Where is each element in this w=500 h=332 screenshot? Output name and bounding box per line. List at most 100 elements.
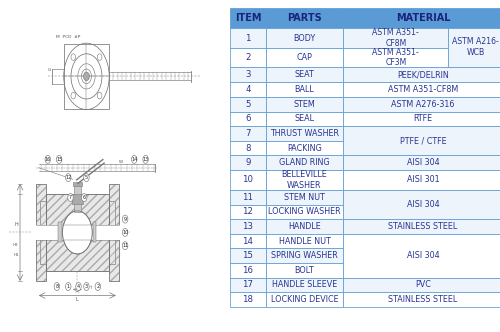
Text: 13: 13 xyxy=(242,222,254,231)
Bar xyxy=(266,28,344,48)
Bar xyxy=(266,126,344,141)
Circle shape xyxy=(95,283,100,290)
Text: 3: 3 xyxy=(245,70,250,79)
Text: HANDLE SLEEVE: HANDLE SLEEVE xyxy=(272,280,337,290)
Bar xyxy=(109,184,119,281)
Text: SEAT: SEAT xyxy=(294,70,314,79)
Circle shape xyxy=(84,72,89,81)
Bar xyxy=(266,155,344,170)
Bar xyxy=(266,234,344,248)
Bar xyxy=(344,234,500,278)
Circle shape xyxy=(122,228,128,236)
Bar xyxy=(109,201,115,264)
Text: 17: 17 xyxy=(242,280,254,290)
Bar xyxy=(72,194,83,204)
Bar xyxy=(74,183,80,212)
Circle shape xyxy=(98,54,102,60)
Bar xyxy=(344,155,500,170)
Bar xyxy=(230,112,266,126)
Text: 15: 15 xyxy=(242,251,254,260)
Bar xyxy=(230,205,266,219)
Text: HANDLE: HANDLE xyxy=(288,222,321,231)
Text: W: W xyxy=(118,160,122,164)
Bar xyxy=(230,48,266,67)
Text: ITEM: ITEM xyxy=(234,13,261,23)
Bar xyxy=(344,190,500,219)
Text: STEM: STEM xyxy=(294,100,316,109)
Text: 1: 1 xyxy=(245,34,250,42)
Bar xyxy=(266,97,344,112)
Bar xyxy=(92,222,96,242)
Circle shape xyxy=(62,211,92,254)
Text: PVC: PVC xyxy=(415,280,431,290)
Bar xyxy=(344,82,500,97)
Bar xyxy=(344,126,500,155)
Text: PTFE / CTFE: PTFE / CTFE xyxy=(400,136,446,145)
Circle shape xyxy=(84,174,89,182)
Bar xyxy=(64,44,108,109)
Text: 16: 16 xyxy=(44,157,51,162)
Bar xyxy=(344,278,500,292)
Text: H2: H2 xyxy=(13,243,18,247)
Bar xyxy=(230,8,266,28)
Bar xyxy=(73,182,82,186)
Text: STEM NUT: STEM NUT xyxy=(284,193,325,202)
Text: 14: 14 xyxy=(242,236,254,246)
Bar xyxy=(230,126,266,141)
Circle shape xyxy=(71,54,76,60)
Circle shape xyxy=(71,92,76,99)
Text: M  PCD  #P: M PCD #P xyxy=(56,35,80,39)
Text: G: G xyxy=(48,68,51,72)
Text: 1: 1 xyxy=(66,284,70,289)
Circle shape xyxy=(132,155,137,163)
Text: SEAL: SEAL xyxy=(294,114,314,124)
Text: AISI 301: AISI 301 xyxy=(406,175,440,185)
Text: AISI 304: AISI 304 xyxy=(406,158,440,167)
Text: AISI 304: AISI 304 xyxy=(406,200,440,209)
Text: BOLT: BOLT xyxy=(294,266,314,275)
Circle shape xyxy=(143,155,148,163)
Bar xyxy=(344,67,500,82)
Bar xyxy=(266,263,344,278)
Text: HANDLE NUT: HANDLE NUT xyxy=(278,236,330,246)
Bar xyxy=(266,112,344,126)
Text: PARTS: PARTS xyxy=(287,13,322,23)
Bar xyxy=(344,28,448,48)
Text: 2: 2 xyxy=(245,53,250,62)
Bar xyxy=(344,48,448,67)
Text: LOCKING WASHER: LOCKING WASHER xyxy=(268,207,341,216)
Text: ASTM A216-
WCB: ASTM A216- WCB xyxy=(452,37,499,57)
Bar xyxy=(266,48,344,67)
Bar xyxy=(230,219,266,234)
Text: 7: 7 xyxy=(245,129,250,138)
Text: 11: 11 xyxy=(242,193,254,202)
Text: 6: 6 xyxy=(82,195,86,200)
Bar xyxy=(266,141,344,155)
Text: 4: 4 xyxy=(245,85,250,94)
Circle shape xyxy=(122,215,128,223)
Text: H1: H1 xyxy=(13,253,18,257)
Text: 5: 5 xyxy=(85,175,88,180)
Text: STAINLESS STEEL: STAINLESS STEEL xyxy=(388,222,458,231)
Circle shape xyxy=(76,283,81,290)
Circle shape xyxy=(56,155,62,163)
Text: ASTM A351-CF8M: ASTM A351-CF8M xyxy=(388,85,458,94)
Bar xyxy=(230,190,266,205)
Bar xyxy=(230,82,266,97)
Bar xyxy=(266,170,344,190)
Circle shape xyxy=(84,283,89,290)
Circle shape xyxy=(66,283,71,290)
Bar xyxy=(46,194,109,271)
Circle shape xyxy=(98,92,102,99)
Bar xyxy=(109,201,115,264)
Text: 7: 7 xyxy=(69,195,72,200)
Bar xyxy=(230,170,266,190)
Bar xyxy=(266,219,344,234)
Circle shape xyxy=(45,155,51,163)
Text: 10: 10 xyxy=(122,230,128,235)
Bar xyxy=(230,155,266,170)
Text: ASTM A276-316: ASTM A276-316 xyxy=(392,100,454,109)
Bar xyxy=(230,28,266,48)
Text: STAINLESS STEEL: STAINLESS STEEL xyxy=(388,295,458,304)
Bar xyxy=(266,82,344,97)
